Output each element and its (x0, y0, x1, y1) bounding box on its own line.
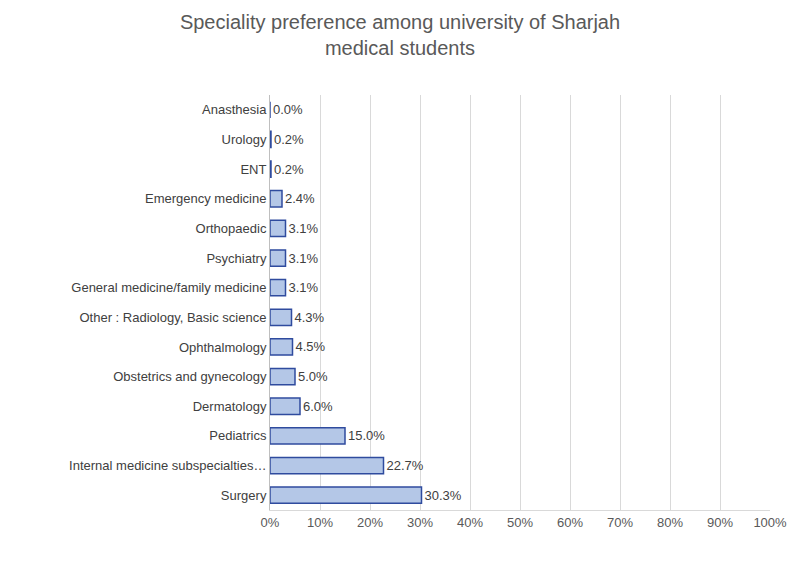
svg-text:Surgery: Surgery (221, 488, 267, 503)
svg-text:50%: 50% (507, 515, 533, 530)
svg-text:Urology: Urology (222, 132, 267, 147)
svg-text:Dermatology: Dermatology (193, 399, 267, 414)
svg-text:60%: 60% (557, 515, 583, 530)
svg-text:6.0%: 6.0% (303, 399, 333, 414)
svg-text:10%: 10% (307, 515, 333, 530)
svg-text:General medicine/family medici: General medicine/family medicine (71, 280, 266, 295)
svg-text:Anasthesia: Anasthesia (202, 102, 267, 117)
svg-text:0.2%: 0.2% (274, 162, 304, 177)
svg-text:90%: 90% (707, 515, 733, 530)
svg-text:Ophthalmology: Ophthalmology (179, 340, 267, 355)
svg-text:4.3%: 4.3% (295, 310, 325, 325)
svg-text:Orthopaedic: Orthopaedic (196, 221, 267, 236)
svg-text:Other : Radiology, Basic scien: Other : Radiology, Basic science (79, 310, 266, 325)
svg-text:30%: 30% (407, 515, 433, 530)
svg-text:Pediatrics: Pediatrics (209, 428, 267, 443)
svg-text:100%: 100% (753, 515, 787, 530)
svg-text:40%: 40% (457, 515, 483, 530)
svg-text:80%: 80% (657, 515, 683, 530)
svg-text:0%: 0% (261, 515, 280, 530)
svg-text:22.7%: 22.7% (387, 458, 424, 473)
svg-text:Psychiatry: Psychiatry (206, 251, 266, 266)
svg-text:5.0%: 5.0% (298, 369, 328, 384)
svg-text:30.3%: 30.3% (425, 488, 462, 503)
svg-text:2.4%: 2.4% (285, 191, 315, 206)
svg-text:ENT: ENT (240, 162, 266, 177)
svg-text:Emergency medicine: Emergency medicine (145, 191, 266, 206)
svg-text:Obstetrics and gynecology: Obstetrics and gynecology (113, 369, 267, 384)
svg-text:Internal medicine subspecialti: Internal medicine subspecialties… (69, 458, 266, 473)
svg-text:3.1%: 3.1% (289, 221, 319, 236)
svg-text:Speciality preference among un: Speciality preference among university o… (180, 11, 620, 59)
svg-text:0.2%: 0.2% (274, 132, 304, 147)
svg-text:3.1%: 3.1% (289, 280, 319, 295)
svg-text:3.1%: 3.1% (289, 251, 319, 266)
svg-text:0.0%: 0.0% (273, 102, 303, 117)
svg-text:15.0%: 15.0% (348, 428, 385, 443)
svg-text:4.5%: 4.5% (296, 339, 326, 354)
svg-text:70%: 70% (607, 515, 633, 530)
svg-text:20%: 20% (357, 515, 383, 530)
